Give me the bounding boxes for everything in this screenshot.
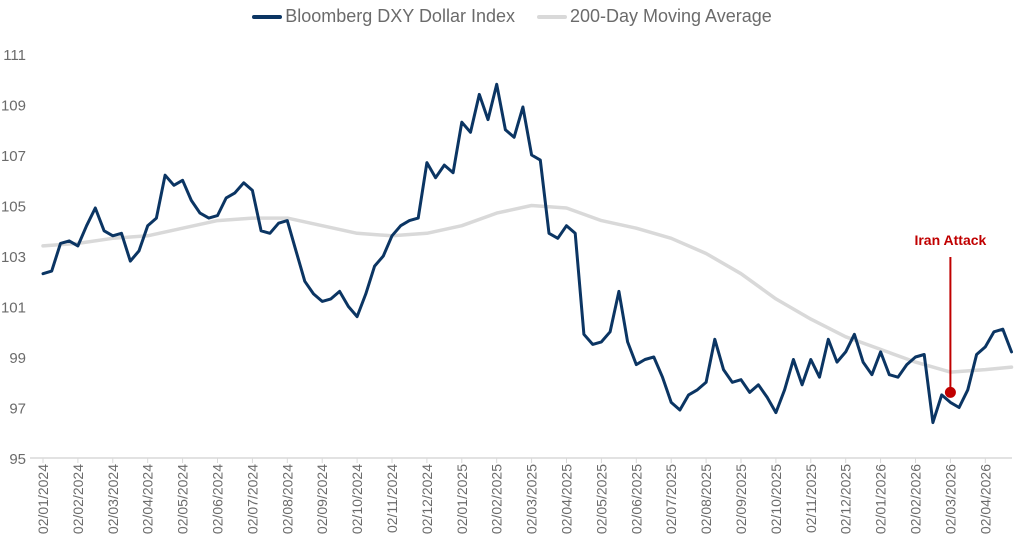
y-tick-label: 103 xyxy=(1,249,26,266)
legend-label-dxy: Bloomberg DXY Dollar Index xyxy=(285,6,515,26)
x-tick-label: 02/11/2024 xyxy=(384,464,400,533)
x-tick-label: 02/03/2024 xyxy=(105,464,121,534)
x-tick-label: 02/06/2024 xyxy=(210,464,226,534)
dxy-line xyxy=(41,82,1013,425)
x-tick-label: 02/08/2025 xyxy=(698,464,714,534)
legend-item-dxy: Bloomberg DXY Dollar Index xyxy=(252,6,515,27)
x-tick-label: 02/06/2025 xyxy=(628,464,644,534)
x-tick-label: 02/04/2025 xyxy=(559,464,575,534)
y-tick-label: 111 xyxy=(3,47,26,64)
x-tick-label: 02/05/2025 xyxy=(593,464,609,534)
y-tick-label: 105 xyxy=(1,199,26,216)
x-tick-label: 02/07/2025 xyxy=(663,464,679,534)
y-tick-label: 95 xyxy=(9,451,26,468)
y-tick-label: 107 xyxy=(1,148,26,165)
annotation-marker xyxy=(944,386,956,398)
annotation-label: Iran Attack xyxy=(914,232,986,248)
x-tick-label: 02/12/2024 xyxy=(419,464,435,534)
x-tick-label: 02/09/2024 xyxy=(314,464,330,534)
x-tick-label: 02/04/2024 xyxy=(140,464,156,534)
x-tick-label: 02/10/2025 xyxy=(768,464,784,534)
x-tick-label: 02/02/2025 xyxy=(489,464,505,534)
x-tick-label: 02/05/2024 xyxy=(175,464,191,534)
legend-swatch-ma xyxy=(536,14,567,19)
y-tick-label: 109 xyxy=(1,98,26,115)
x-tick-label: 02/02/2026 xyxy=(908,464,924,534)
x-tick-label: 02/01/2025 xyxy=(454,464,470,534)
x-tick-label: 02/01/2026 xyxy=(873,464,889,534)
y-tick-label: 97 xyxy=(9,401,26,418)
y-tick-label: 101 xyxy=(1,300,26,317)
x-tick-label: 02/10/2024 xyxy=(349,464,365,534)
x-tick-label: 02/03/2025 xyxy=(524,464,540,534)
y-tick-label: 99 xyxy=(9,350,26,367)
legend-swatch-dxy xyxy=(252,14,283,19)
legend-label-ma: 200-Day Moving Average xyxy=(569,6,772,26)
legend: Bloomberg DXY Dollar Index 200-Day Movin… xyxy=(0,6,1024,27)
x-tick-label: 02/09/2025 xyxy=(733,464,749,534)
legend-item-ma: 200-Day Moving Average xyxy=(536,6,772,27)
moving-average-line xyxy=(41,203,1014,374)
x-tick-label: 02/04/2026 xyxy=(977,464,993,534)
x-tick-label: 02/12/2025 xyxy=(838,464,854,534)
x-tick-label: 02/07/2024 xyxy=(244,464,260,534)
x-tick-label: 02/02/2024 xyxy=(70,464,86,534)
x-tick-label: 02/03/2026 xyxy=(942,464,958,534)
x-tick-label: 02/11/2025 xyxy=(803,464,819,533)
x-tick-label: 02/08/2024 xyxy=(279,464,295,534)
x-tick-label: 02/01/2024 xyxy=(35,464,51,534)
